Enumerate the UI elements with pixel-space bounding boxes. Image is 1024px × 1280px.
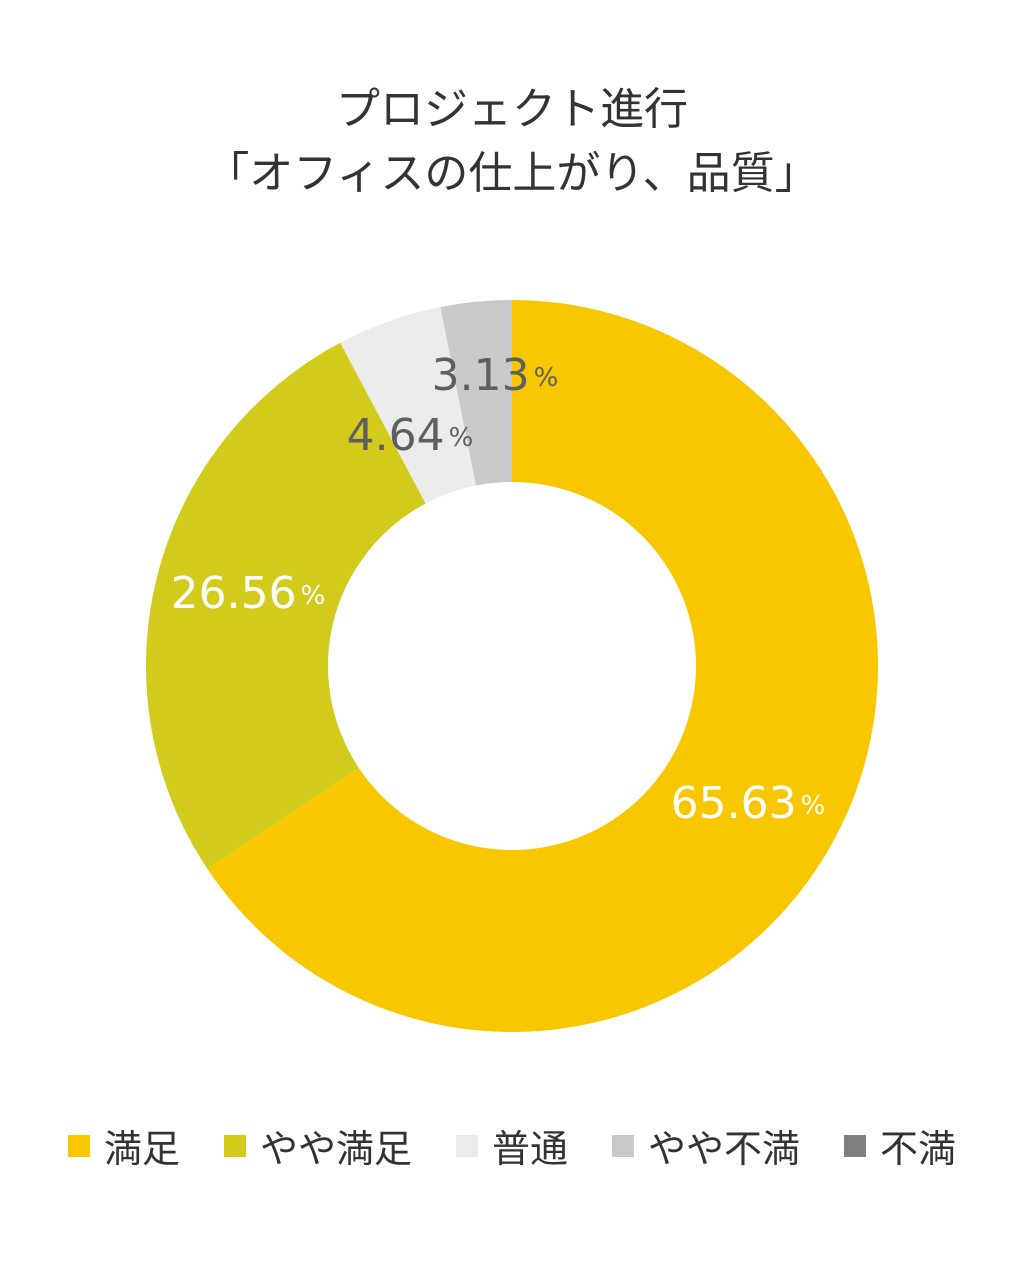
slice-label-3: 3.13% (432, 350, 559, 401)
chart-legend: 満足 やや満足 普通 やや不満 不満 (0, 1118, 1024, 1173)
donut-slice-3 (440, 300, 512, 486)
legend-swatch (223, 1134, 246, 1157)
legend-item-1: やや満足 (223, 1118, 412, 1173)
chart-title-line-2: 「オフィスの仕上がり、品質」 (205, 148, 819, 199)
legend-item-2: 普通 (455, 1118, 568, 1173)
donut-slice-1 (146, 342, 426, 869)
legend-item-4: 不満 (844, 1118, 956, 1173)
legend-item-0: 満足 (67, 1118, 180, 1173)
slice-label-1: 26.56% (171, 568, 326, 619)
legend-label: 普通 (491, 1127, 568, 1171)
legend-label: やや不満 (648, 1127, 801, 1171)
legend-swatch (67, 1134, 90, 1157)
chart-title-line-1: プロジェクト進行 (336, 84, 688, 135)
slice-label-2: 4.64% (347, 410, 474, 461)
legend-swatch (455, 1134, 478, 1157)
donut-slice-0 (207, 300, 878, 1032)
slice-label-0: 65.63% (671, 778, 826, 829)
legend-item-3: やや不満 (612, 1118, 800, 1173)
chart-title: プロジェクト進行 「オフィスの仕上がり、品質」 (0, 78, 1024, 206)
legend-label: やや満足 (259, 1127, 412, 1171)
donut-slice-2 (340, 307, 477, 504)
legend-label: 満足 (103, 1127, 180, 1171)
legend-swatch (844, 1134, 867, 1157)
legend-label: 不満 (880, 1127, 957, 1171)
legend-swatch (612, 1134, 634, 1157)
